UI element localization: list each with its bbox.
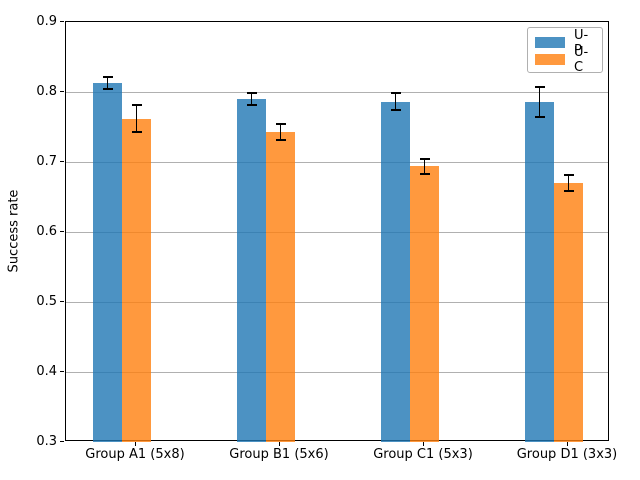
y-tick-label: 0.8 (36, 83, 57, 99)
bar-u-p-1 (93, 82, 122, 442)
error-bar-cap (563, 174, 574, 177)
legend-swatch-u-p (535, 37, 565, 48)
legend-label: U-C (574, 44, 589, 75)
bar-u-p-4 (525, 101, 554, 442)
y-tick-mark (60, 90, 64, 92)
y-tick-mark (60, 230, 64, 232)
error-bar-stem (279, 123, 282, 141)
x-tick-label: Group A1 (5x8) (85, 447, 185, 462)
bar-u-c-2 (266, 131, 295, 442)
error-bar-cap (102, 75, 113, 78)
bar-u-p-2 (237, 99, 266, 442)
y-tick-label: 0.3 (36, 433, 57, 449)
error-bar-cap (246, 103, 257, 106)
legend-label: U-P (574, 27, 589, 58)
gridline (66, 161, 608, 163)
error-bar-cap (563, 189, 574, 192)
bar-u-c-3 (410, 166, 439, 442)
error-bar-stem (423, 158, 426, 174)
x-tick-mark (422, 442, 424, 446)
error-bar-cap (275, 122, 286, 125)
x-tick-label: Group B1 (5x6) (229, 447, 329, 462)
y-tick-label: 0.4 (36, 363, 57, 379)
legend-item-u-c: U-C (535, 45, 595, 75)
error-bar-cap (534, 86, 545, 89)
bar-u-c-1 (122, 118, 151, 442)
error-bar-cap (419, 172, 430, 175)
y-tick-label: 0.5 (36, 293, 57, 309)
y-tick-mark (60, 370, 64, 372)
plot-area: U-P U-C (65, 21, 609, 442)
legend-item-u-p: U-P (535, 28, 595, 58)
error-bar-cap (246, 92, 257, 95)
y-tick-mark (60, 20, 64, 22)
error-bar-cap (102, 88, 113, 91)
bar-u-p-3 (381, 101, 410, 442)
error-bar-cap (390, 109, 401, 112)
error-bar-stem (394, 93, 397, 111)
x-tick-mark (134, 442, 136, 446)
y-tick-mark (60, 160, 64, 162)
gridline (66, 91, 608, 93)
bar-u-c-4 (554, 183, 583, 442)
error-bar-cap (131, 104, 142, 107)
error-bar-cap (131, 130, 142, 133)
error-bar-cap (390, 92, 401, 95)
y-tick-label: 0.9 (36, 13, 57, 29)
y-tick-mark (60, 440, 64, 442)
error-bar-cap (419, 157, 430, 160)
gridline (66, 301, 608, 303)
y-tick-label: 0.7 (36, 153, 57, 169)
error-bar-stem (250, 93, 253, 105)
legend: U-P U-C (527, 27, 603, 75)
gridline (66, 231, 608, 233)
gridline (66, 371, 608, 373)
y-tick-mark (60, 300, 64, 302)
y-tick-label: 0.6 (36, 223, 57, 239)
error-bar-cap (534, 115, 545, 118)
error-bar-stem (135, 105, 138, 132)
legend-swatch-u-c (535, 54, 565, 65)
error-bar-cap (275, 139, 286, 142)
x-tick-label: Group C1 (5x3) (373, 447, 473, 462)
x-tick-mark (566, 442, 568, 446)
error-bar-stem (567, 175, 570, 191)
x-tick-mark (278, 442, 280, 446)
error-bar-stem (106, 76, 109, 90)
x-tick-label: Group D1 (3x3) (516, 447, 618, 462)
error-bar-stem (538, 87, 541, 117)
